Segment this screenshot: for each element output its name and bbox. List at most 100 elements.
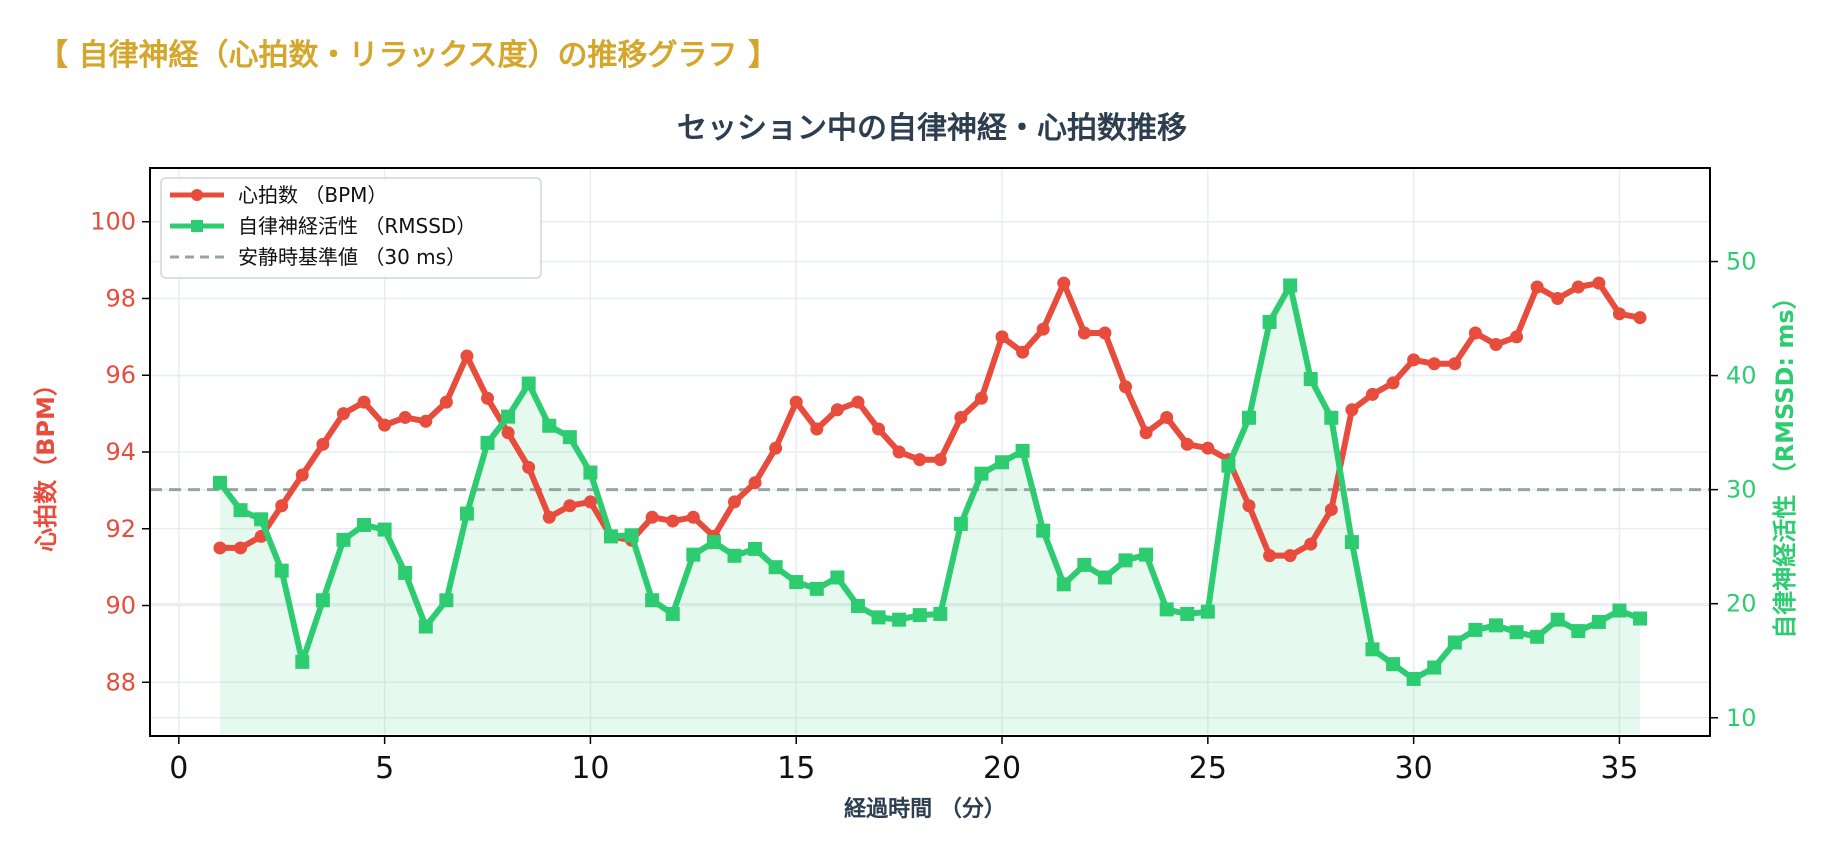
heart-rate-series [213, 276, 1647, 563]
heart-rate-point [748, 476, 762, 490]
heart-rate-point [1592, 276, 1606, 290]
legend-box [160, 177, 542, 279]
rmssd-point [768, 560, 783, 575]
heart-rate-point [439, 395, 453, 409]
heart-rate-point [419, 414, 433, 428]
y-axis-label-right: 自律神経活性 （RMSSD: ms） [1771, 285, 1799, 638]
heart-rate-point [563, 499, 577, 513]
rmssd-point [212, 475, 227, 490]
rmssd-point [1365, 642, 1380, 657]
rmssd-point [1139, 547, 1154, 562]
rmssd-point [974, 466, 989, 481]
rmssd-point [809, 581, 824, 596]
rmssd-point [1221, 458, 1236, 473]
rmssd-point [295, 654, 310, 669]
rmssd-series [212, 278, 1648, 686]
legend-label-baseline: 安静時基準値 （30 ms） [238, 245, 466, 269]
rmssd-point [501, 409, 516, 424]
rmssd-point [995, 455, 1010, 470]
y-tick-label-left: 92 [105, 515, 136, 543]
rmssd-point [439, 593, 454, 608]
y-tick-label-left: 96 [105, 361, 136, 389]
grid-lines [150, 168, 1710, 736]
rmssd-point [1530, 629, 1545, 644]
heart-rate-point [1365, 387, 1379, 401]
x-tick-label: 5 [375, 751, 394, 786]
rmssd-point [953, 516, 968, 531]
y-tick-label-left: 94 [105, 438, 136, 466]
heart-rate-point [460, 349, 474, 363]
rmssd-point [336, 532, 351, 547]
heart-rate-point [933, 453, 947, 467]
rmssd-point [1283, 278, 1298, 293]
heart-rate-point [789, 395, 803, 409]
chart-title: セッション中の自律神経・心拍数推移 [677, 111, 1187, 146]
heart-rate-point [1448, 357, 1462, 371]
rmssd-point [1386, 657, 1401, 672]
heart-rate-point [851, 395, 865, 409]
rmssd-point [1159, 602, 1174, 617]
heart-rate-point [1016, 345, 1030, 359]
rmssd-point [624, 528, 639, 543]
heart-rate-point [1612, 307, 1626, 321]
heart-rate-point [872, 422, 886, 436]
rmssd-point [1550, 612, 1565, 627]
heart-rate-point [1283, 549, 1297, 563]
rmssd-point [1468, 622, 1483, 637]
heart-rate-point [1036, 322, 1050, 336]
heart-rate-point [1057, 276, 1071, 290]
heart-rate-point [645, 510, 659, 524]
rmssd-point [1447, 635, 1462, 650]
rmssd-point [1591, 614, 1606, 629]
rmssd-point [1056, 577, 1071, 592]
tick-layer: 0 5 10 15 20 25 30 35 88 90 92 94 96 98 100 10 20 30 40 50 [90, 208, 1756, 786]
heart-rate-point [1139, 426, 1153, 440]
rmssd-point [1097, 570, 1112, 585]
rmssd-point [1612, 603, 1627, 618]
rmssd-point [583, 465, 598, 480]
rmssd-area-fill [219, 285, 1641, 734]
rmssd-point [1036, 523, 1051, 538]
heart-rate-point [1427, 357, 1441, 371]
rmssd-point [665, 606, 680, 621]
heart-rate-line [217, 280, 1643, 559]
y-axis-label-left: 心拍数（BPM） [32, 372, 60, 552]
heart-rate-point [1530, 280, 1544, 294]
x-tick-label: 15 [777, 751, 815, 786]
heart-rate-point [1551, 291, 1565, 305]
legend-label-heart-rate: 心拍数 （BPM） [238, 183, 387, 207]
legend: 心拍数 （BPM） 自律神経活性 （RMSSD） 安静時基準値 （30 ms） [160, 177, 542, 279]
rmssd-point [1633, 611, 1648, 626]
heart-rate-point [1201, 441, 1215, 455]
heart-rate-point [1180, 437, 1194, 451]
x-tick-label: 0 [169, 751, 188, 786]
rmssd-point [480, 435, 495, 450]
heart-rate-point [954, 410, 968, 424]
heart-rate-point [1160, 410, 1174, 424]
rmssd-point [1344, 535, 1359, 550]
rmssd-point [357, 517, 372, 532]
rmssd-point [1488, 618, 1503, 633]
heart-rate-point [995, 330, 1009, 344]
heart-rate-point [398, 410, 412, 424]
rmssd-point [418, 619, 433, 634]
rmssd-point [727, 548, 742, 563]
rmssd-point [871, 610, 886, 625]
heart-rate-point [1345, 403, 1359, 417]
heart-rate-point [974, 391, 988, 405]
legend-label-rmssd: 自律神経活性 （RMSSD） [238, 214, 476, 238]
series-layer [212, 276, 1648, 686]
heart-rate-point [1633, 311, 1647, 325]
heart-rate-point [295, 468, 309, 482]
heart-rate-point [1510, 330, 1524, 344]
y-tick-label-left: 88 [105, 668, 136, 696]
x-tick-label: 10 [571, 751, 609, 786]
rmssd-point [1200, 604, 1215, 619]
y-tick-label-right: 10 [1726, 704, 1757, 732]
rmssd-point [645, 593, 660, 608]
heart-rate-point [1489, 338, 1503, 352]
page-heading: 【 自律神経（心拍数・リラックス度）の推移グラフ 】 [38, 38, 778, 73]
heart-rate-point [1571, 280, 1585, 294]
rmssd-point [850, 598, 865, 613]
